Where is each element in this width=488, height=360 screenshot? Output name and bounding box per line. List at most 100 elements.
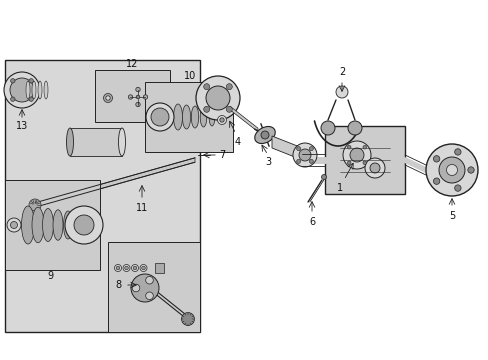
- Text: 6: 6: [308, 217, 314, 227]
- Circle shape: [7, 218, 21, 232]
- Circle shape: [29, 199, 41, 211]
- Bar: [325, 126, 404, 194]
- Ellipse shape: [200, 107, 206, 127]
- Circle shape: [296, 147, 300, 150]
- Circle shape: [10, 221, 18, 229]
- Ellipse shape: [44, 81, 48, 99]
- Circle shape: [362, 145, 366, 149]
- Circle shape: [454, 185, 460, 191]
- Circle shape: [467, 167, 473, 173]
- Ellipse shape: [38, 81, 42, 99]
- Ellipse shape: [32, 207, 44, 243]
- Circle shape: [142, 266, 145, 270]
- Circle shape: [369, 163, 379, 173]
- Circle shape: [116, 266, 120, 270]
- Polygon shape: [229, 106, 258, 132]
- Text: 12: 12: [125, 59, 138, 69]
- Circle shape: [74, 215, 94, 235]
- Text: 1: 1: [336, 183, 343, 193]
- Circle shape: [432, 156, 439, 162]
- Ellipse shape: [66, 128, 73, 156]
- Circle shape: [219, 118, 224, 122]
- Circle shape: [454, 149, 460, 155]
- Ellipse shape: [21, 206, 35, 244]
- Circle shape: [296, 159, 300, 163]
- Bar: [70, 128, 122, 156]
- Polygon shape: [271, 136, 305, 161]
- Circle shape: [446, 165, 457, 176]
- Circle shape: [145, 292, 153, 300]
- Text: 5: 5: [448, 211, 454, 221]
- Ellipse shape: [182, 105, 190, 129]
- Circle shape: [438, 157, 464, 183]
- Circle shape: [342, 141, 370, 169]
- Bar: [145, 82, 232, 152]
- Circle shape: [29, 97, 33, 102]
- Circle shape: [145, 276, 153, 284]
- Bar: [5, 60, 200, 332]
- Circle shape: [309, 147, 313, 150]
- Circle shape: [136, 102, 140, 107]
- Ellipse shape: [173, 104, 182, 130]
- Circle shape: [114, 265, 121, 271]
- Circle shape: [205, 86, 229, 110]
- Text: 8: 8: [115, 280, 121, 290]
- Text: 9: 9: [47, 271, 53, 281]
- Circle shape: [123, 265, 130, 271]
- Circle shape: [292, 143, 316, 167]
- Circle shape: [321, 175, 326, 180]
- Circle shape: [133, 266, 137, 270]
- Circle shape: [346, 145, 350, 149]
- Bar: [155, 263, 163, 273]
- Circle shape: [11, 78, 15, 83]
- Text: 4: 4: [234, 137, 241, 147]
- Circle shape: [131, 274, 159, 302]
- Circle shape: [261, 131, 268, 139]
- Circle shape: [131, 265, 138, 271]
- Circle shape: [146, 103, 174, 131]
- Ellipse shape: [209, 108, 214, 126]
- Bar: [5, 180, 100, 270]
- Circle shape: [128, 95, 132, 99]
- Text: 11: 11: [136, 203, 148, 213]
- Circle shape: [349, 148, 363, 162]
- Circle shape: [362, 161, 366, 165]
- Circle shape: [320, 121, 334, 135]
- Text: 3: 3: [264, 157, 270, 167]
- Bar: [95, 70, 170, 122]
- Ellipse shape: [53, 210, 63, 240]
- Ellipse shape: [42, 208, 53, 242]
- Ellipse shape: [63, 211, 72, 239]
- Circle shape: [335, 86, 347, 98]
- Ellipse shape: [26, 81, 30, 99]
- Circle shape: [65, 206, 103, 244]
- Circle shape: [4, 72, 40, 108]
- Ellipse shape: [254, 126, 275, 144]
- Circle shape: [425, 144, 477, 196]
- Circle shape: [309, 159, 313, 163]
- Circle shape: [203, 106, 209, 112]
- Circle shape: [11, 97, 15, 102]
- Circle shape: [181, 312, 194, 325]
- Circle shape: [143, 95, 147, 99]
- Circle shape: [105, 96, 110, 100]
- Circle shape: [29, 78, 33, 83]
- Ellipse shape: [118, 128, 125, 156]
- Circle shape: [132, 284, 140, 292]
- Text: 7: 7: [219, 150, 224, 160]
- Circle shape: [346, 161, 350, 165]
- Ellipse shape: [32, 81, 36, 99]
- Circle shape: [10, 78, 34, 102]
- Text: 10: 10: [183, 71, 196, 81]
- Ellipse shape: [191, 106, 198, 128]
- Bar: [108, 242, 200, 332]
- Circle shape: [226, 106, 232, 112]
- Circle shape: [136, 95, 140, 99]
- Circle shape: [124, 266, 128, 270]
- Circle shape: [151, 108, 169, 126]
- Circle shape: [298, 149, 310, 161]
- Circle shape: [364, 158, 384, 178]
- Circle shape: [432, 178, 439, 184]
- Circle shape: [196, 76, 240, 120]
- Text: 2: 2: [338, 67, 345, 77]
